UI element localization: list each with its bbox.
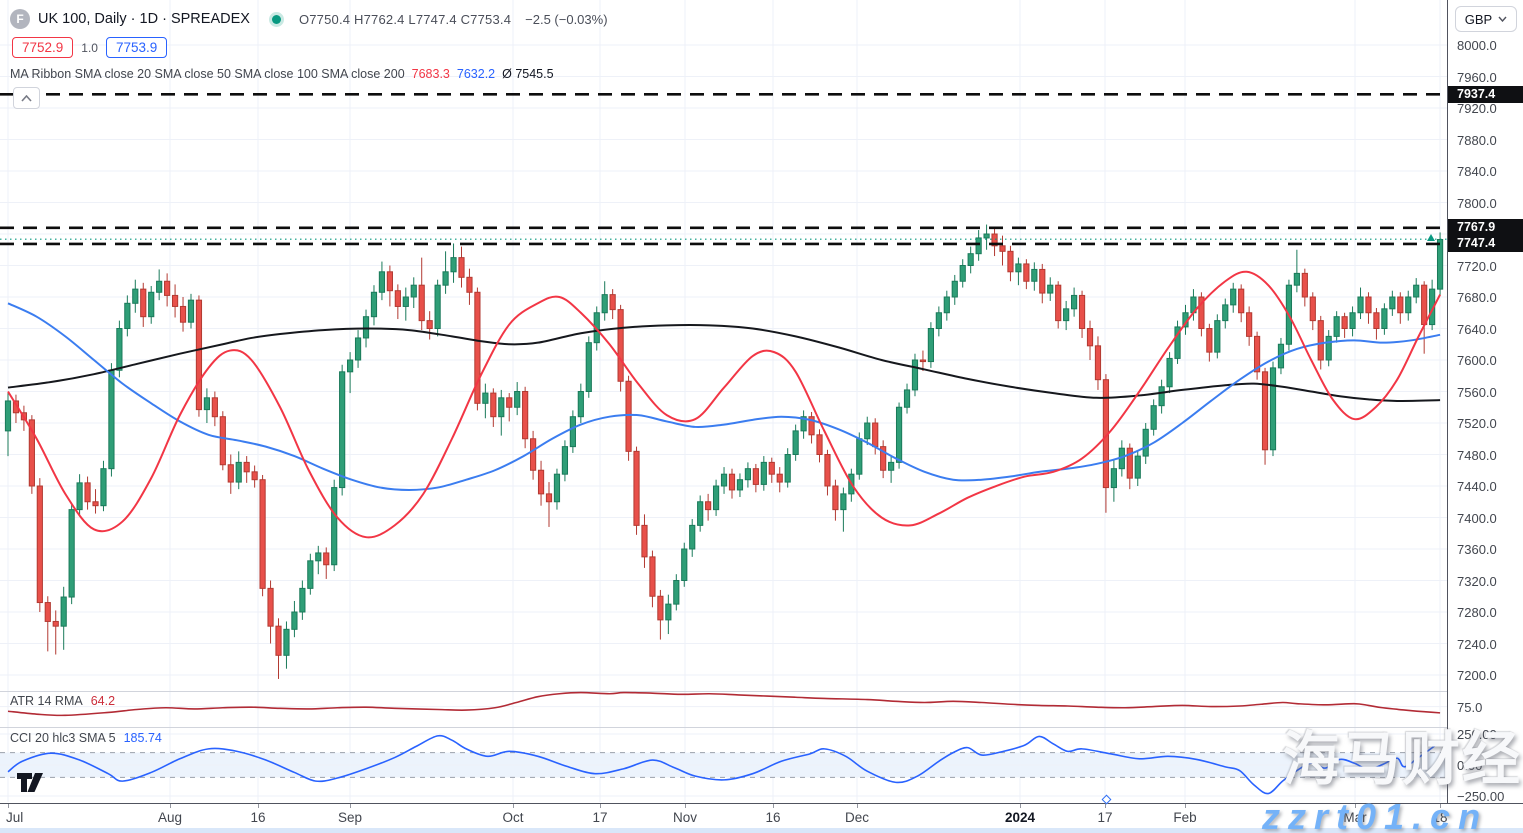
ma-ribbon-value-2: 7632.2 <box>456 67 496 81</box>
time-tick-mark <box>1440 804 1441 808</box>
symbol-logo: F <box>10 9 30 29</box>
cci-line <box>7 734 1441 795</box>
time-tick-label: Aug <box>157 810 183 825</box>
price-tick-label: 7920.0 <box>1457 101 1497 116</box>
indicator-tick-label: 75.0 <box>1457 699 1483 715</box>
time-tick-mark <box>685 804 686 808</box>
sell-price-button[interactable]: 7752.9 <box>12 37 74 58</box>
indicator-tick-label: 250.00 <box>1457 727 1497 742</box>
price-tick-label: 7520.0 <box>1457 416 1497 431</box>
atr-value: 64.2 <box>90 694 116 708</box>
price-tick-label: 7680.0 <box>1457 290 1497 305</box>
price-tick-label: 7360.0 <box>1457 542 1497 557</box>
time-tick-label: Nov <box>672 810 698 825</box>
price-tick-label: 7800.0 <box>1457 195 1497 211</box>
time-tick-label: 16 <box>765 810 781 825</box>
chart-svg <box>0 0 1447 803</box>
time-tick-mark <box>1185 804 1186 808</box>
time-tick-mark <box>773 804 774 808</box>
change-value: −2.5 (−0.03%) <box>525 11 608 27</box>
time-tick-mark <box>1020 804 1021 808</box>
time-tick-mark <box>350 804 351 808</box>
sma-200-line <box>7 324 1441 402</box>
indicator-tick-label: −250.00 <box>1457 789 1505 804</box>
price-tick-label: 7480.0 <box>1457 447 1497 463</box>
price-tick-label: 7640.0 <box>1457 321 1497 337</box>
sma-20-line <box>7 270 1441 539</box>
price-level-badge[interactable]: 7747.4 <box>1448 235 1523 253</box>
indicator-tick-label: 0.00 <box>1457 758 1483 773</box>
time-tick-label: Sep <box>337 810 363 825</box>
atr-pane-legend[interactable]: ATR 14 RMA 64.2 <box>10 694 115 708</box>
time-tick-label: Oct <box>502 810 524 825</box>
price-axis[interactable]: GBP 8000.0 7960.0 7920.0 7880.0 7840.0 7800.0… <box>1447 0 1523 804</box>
time-tick-label: 16 <box>250 810 266 825</box>
chevron-down-icon <box>1498 16 1507 22</box>
price-tick-label: 7240.0 <box>1457 636 1497 652</box>
price-tick-label: 7320.0 <box>1457 573 1497 589</box>
chart-canvas[interactable] <box>0 0 1447 803</box>
atr-line <box>7 691 1441 717</box>
price-tick-label: 7440.0 <box>1457 479 1497 494</box>
time-tick-mark <box>1355 804 1356 808</box>
chart-legend: F UK 100, Daily · 1D · SPREADEX O7750.4 … <box>10 8 608 81</box>
ohlc-values: O7750.4 H7762.4 L7747.4 C7753.4 <box>298 11 512 27</box>
buy-price-button[interactable]: 7753.9 <box>105 37 168 58</box>
price-tick-label: 7280.0 <box>1457 605 1497 620</box>
price-tick-label: 7200.0 <box>1457 668 1497 683</box>
cci-pane-legend[interactable]: CCI 20 hlc3 SMA 5 185.74 <box>10 731 162 745</box>
price-level-badge[interactable]: 7937.4 <box>1448 85 1523 103</box>
time-tick-label: 17 <box>1097 810 1113 825</box>
chevron-up-icon <box>21 94 32 102</box>
price-tick-label: 7840.0 <box>1457 164 1497 179</box>
price-tick-label: 7600.0 <box>1457 353 1497 368</box>
ma-ribbon-value-1: 7683.3 <box>411 67 450 81</box>
price-tick-label: 7560.0 <box>1457 384 1497 400</box>
time-tick-label: Dec <box>844 810 870 825</box>
time-tick-mark <box>600 804 601 808</box>
time-tick-mark <box>8 804 9 808</box>
price-arrow-up-icon <box>1427 234 1435 241</box>
cci-value: 185.74 <box>123 731 162 745</box>
time-tick-label: 2024 <box>1004 810 1036 825</box>
spread-value: 1.0 <box>81 40 98 55</box>
ma-ribbon-label[interactable]: MA Ribbon SMA close 20 SMA close 50 SMA … <box>10 67 405 81</box>
collapse-drawing-button[interactable] <box>13 87 40 109</box>
currency-selector[interactable]: GBP <box>1455 6 1517 32</box>
candles-layer <box>4 224 1444 679</box>
cci-label: CCI 20 hlc3 SMA 5 <box>10 731 116 745</box>
tradingview-logo[interactable] <box>16 772 46 798</box>
time-tick-label: Mar <box>1343 810 1367 825</box>
time-tick-label: 17 <box>592 810 608 825</box>
time-tick-mark <box>1105 804 1106 808</box>
time-tick-mark <box>857 804 858 808</box>
price-level-badge[interactable]: 7767.9 <box>1448 219 1523 237</box>
price-tick-label: 7880.0 <box>1457 132 1497 148</box>
price-tick-label: 7960.0 <box>1457 69 1497 85</box>
bottom-scroll-strip[interactable] <box>0 828 1523 833</box>
market-status-icon <box>271 14 281 24</box>
time-tick-mark <box>513 804 514 808</box>
tradingview-logo-icon <box>17 773 43 792</box>
time-tick-label: Feb <box>1173 810 1197 825</box>
time-tick-mark <box>170 804 171 808</box>
ma-ribbon-average: Ø 7545.5 <box>502 67 554 81</box>
price-tick-label: 7720.0 <box>1457 258 1497 274</box>
time-tick-label: Jul <box>6 810 24 825</box>
time-tick-mark <box>258 804 259 808</box>
symbol-title[interactable]: UK 100, Daily · 1D · SPREADEX <box>38 11 250 27</box>
atr-label: ATR 14 RMA <box>10 694 83 708</box>
currency-label: GBP <box>1464 11 1493 27</box>
price-tick-label: 7400.0 <box>1457 510 1497 526</box>
price-tick-label: 8000.0 <box>1457 38 1497 53</box>
sma-50-line <box>7 302 1441 491</box>
time-tick-label: 18 <box>1432 810 1448 825</box>
